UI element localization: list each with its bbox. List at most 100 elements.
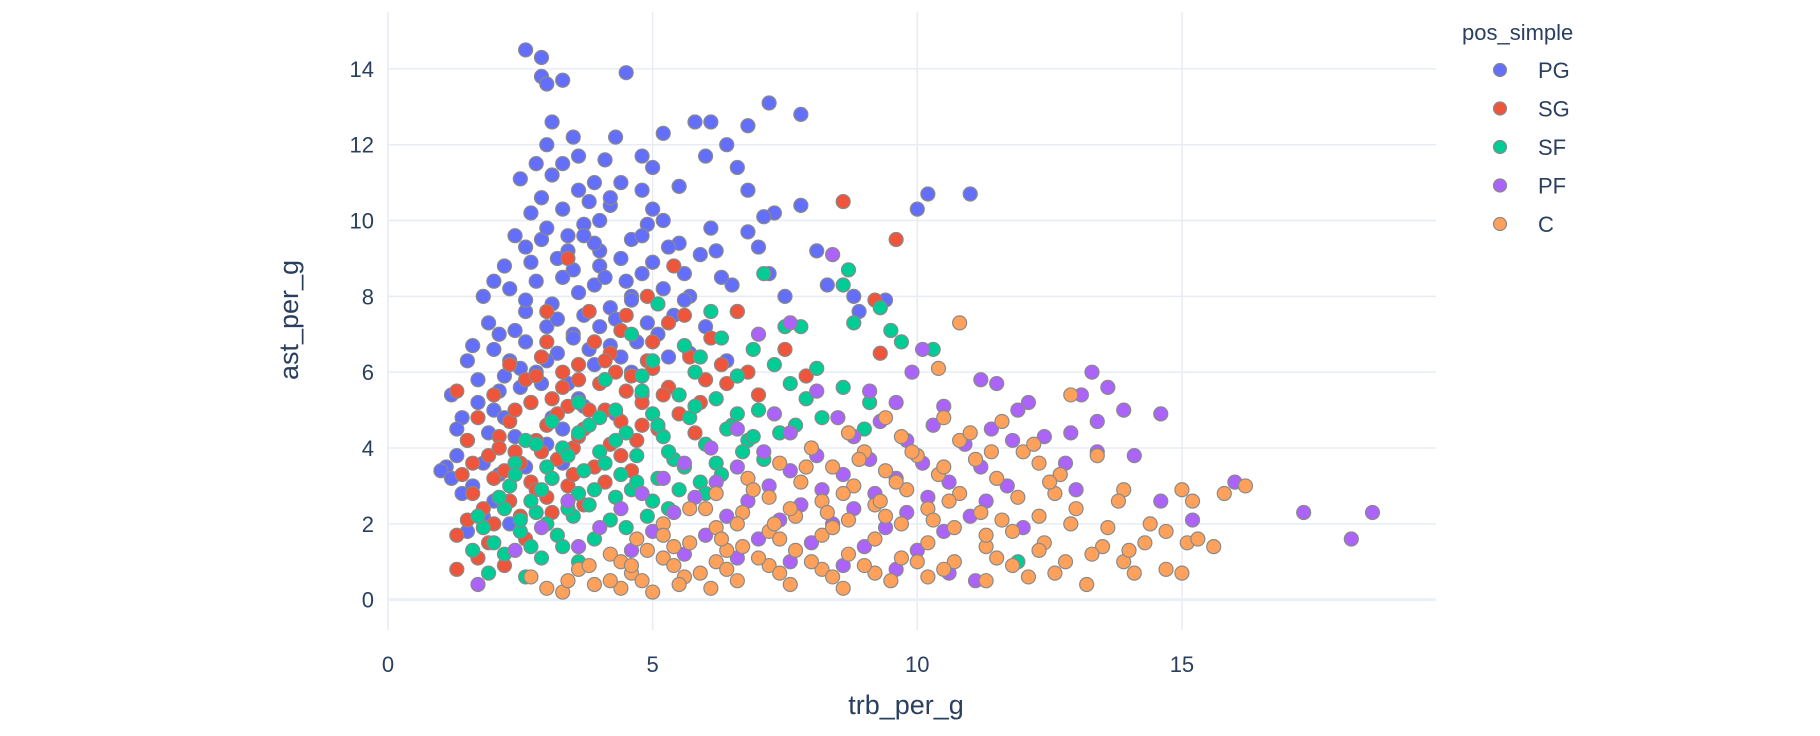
data-point-c[interactable] (655, 527, 671, 543)
data-point-pf[interactable] (1343, 531, 1359, 547)
data-point-sf[interactable] (570, 425, 587, 441)
data-point-pg[interactable] (586, 277, 603, 293)
data-point-sf[interactable] (893, 334, 910, 350)
data-point-pg[interactable] (607, 129, 624, 145)
data-point-c[interactable] (936, 459, 952, 475)
data-point-c[interactable] (840, 425, 857, 441)
data-point-c[interactable] (766, 516, 782, 532)
data-point-pg[interactable] (692, 247, 708, 263)
data-point-pg[interactable] (555, 156, 571, 172)
data-point-pf[interactable] (1084, 364, 1100, 380)
data-point-c[interactable] (713, 531, 730, 547)
data-point-c[interactable] (692, 565, 708, 581)
data-point-c[interactable] (920, 535, 936, 551)
data-point-c[interactable] (708, 554, 724, 570)
data-point-pf[interactable] (750, 326, 767, 342)
data-point-c[interactable] (629, 531, 645, 547)
data-point-pg[interactable] (586, 175, 603, 191)
data-point-pg[interactable] (724, 277, 740, 293)
data-point-sf[interactable] (560, 447, 576, 464)
data-point-pg[interactable] (491, 326, 507, 342)
data-point-pf[interactable] (941, 474, 957, 490)
data-point-pf[interactable] (533, 520, 550, 536)
data-point-sg[interactable] (798, 368, 814, 384)
data-point-sg[interactable] (555, 364, 571, 380)
data-point-pg[interactable] (507, 228, 523, 244)
data-point-pf[interactable] (507, 542, 523, 558)
data-point-sf[interactable] (533, 550, 550, 566)
data-point-pg[interactable] (645, 254, 661, 270)
data-point-pf[interactable] (973, 372, 989, 388)
data-point-sf[interactable] (581, 417, 597, 433)
data-point-pg[interactable] (570, 182, 587, 198)
data-point-sg[interactable] (539, 303, 555, 320)
data-point-c[interactable] (787, 542, 804, 558)
data-point-sf[interactable] (692, 349, 708, 365)
data-point-sf[interactable] (729, 406, 745, 422)
data-point-pf[interactable] (904, 364, 920, 380)
data-point-sf[interactable] (523, 493, 539, 509)
data-point-pg[interactable] (512, 171, 528, 187)
data-point-c[interactable] (946, 554, 962, 570)
data-point-pg[interactable] (549, 345, 565, 361)
data-point-pf[interactable] (750, 531, 767, 547)
data-point-c[interactable] (729, 516, 745, 532)
data-point-sg[interactable] (507, 402, 523, 418)
data-point-sg[interactable] (581, 402, 597, 418)
data-point-sf[interactable] (607, 432, 624, 449)
data-point-sf[interactable] (544, 470, 560, 486)
data-point-c[interactable] (1216, 485, 1232, 502)
data-point-c[interactable] (782, 501, 798, 517)
data-point-c[interactable] (946, 520, 962, 536)
data-point-pg[interactable] (740, 118, 756, 134)
data-point-pg[interactable] (539, 137, 555, 153)
data-point-sf[interactable] (618, 520, 634, 536)
data-point-sf[interactable] (597, 372, 613, 388)
data-point-c[interactable] (1121, 542, 1137, 558)
data-point-pg[interactable] (697, 148, 714, 164)
data-point-c[interactable] (581, 557, 597, 574)
data-point-pg[interactable] (703, 114, 719, 130)
data-point-sg[interactable] (465, 455, 481, 471)
data-point-pg[interactable] (618, 273, 634, 289)
data-point-pg[interactable] (740, 182, 756, 198)
data-point-c[interactable] (1184, 493, 1201, 509)
data-point-c[interactable] (1174, 482, 1190, 498)
data-point-sf[interactable] (613, 466, 629, 483)
data-point-sf[interactable] (528, 436, 544, 452)
data-point-pf[interactable] (888, 394, 904, 411)
data-point-pg[interactable] (962, 186, 978, 202)
data-point-pg[interactable] (597, 269, 613, 285)
data-point-pg[interactable] (518, 292, 534, 308)
data-point-pf[interactable] (1020, 394, 1037, 411)
data-point-c[interactable] (814, 527, 830, 543)
data-point-c[interactable] (523, 569, 539, 585)
data-point-sf[interactable] (650, 296, 666, 312)
data-point-sf[interactable] (671, 387, 687, 403)
data-point-pg[interactable] (613, 250, 629, 267)
data-point-pg[interactable] (618, 65, 634, 81)
data-point-sg[interactable] (528, 368, 544, 384)
data-point-c[interactable] (798, 459, 814, 475)
data-point-c[interactable] (846, 478, 862, 494)
data-point-pg[interactable] (533, 49, 550, 66)
data-point-sf[interactable] (544, 413, 560, 430)
data-point-pf[interactable] (766, 406, 782, 422)
data-point-c[interactable] (1063, 516, 1079, 532)
data-point-pg[interactable] (555, 421, 571, 437)
data-point-sf[interactable] (512, 512, 528, 528)
data-point-c[interactable] (1010, 489, 1026, 505)
data-point-pf[interactable] (1010, 402, 1026, 418)
data-point-pg[interactable] (544, 114, 560, 130)
data-point-c[interactable] (893, 516, 910, 532)
data-point-c[interactable] (952, 485, 968, 502)
data-point-c[interactable] (803, 440, 820, 456)
data-point-sf[interactable] (798, 391, 814, 407)
data-point-sg[interactable] (719, 375, 735, 392)
data-point-sg[interactable] (491, 440, 507, 456)
data-point-sf[interactable] (602, 512, 618, 528)
data-point-pg[interactable] (581, 193, 597, 210)
data-point-sg[interactable] (597, 474, 613, 490)
data-point-c[interactable] (1206, 538, 1222, 555)
data-point-sg[interactable] (533, 349, 550, 365)
